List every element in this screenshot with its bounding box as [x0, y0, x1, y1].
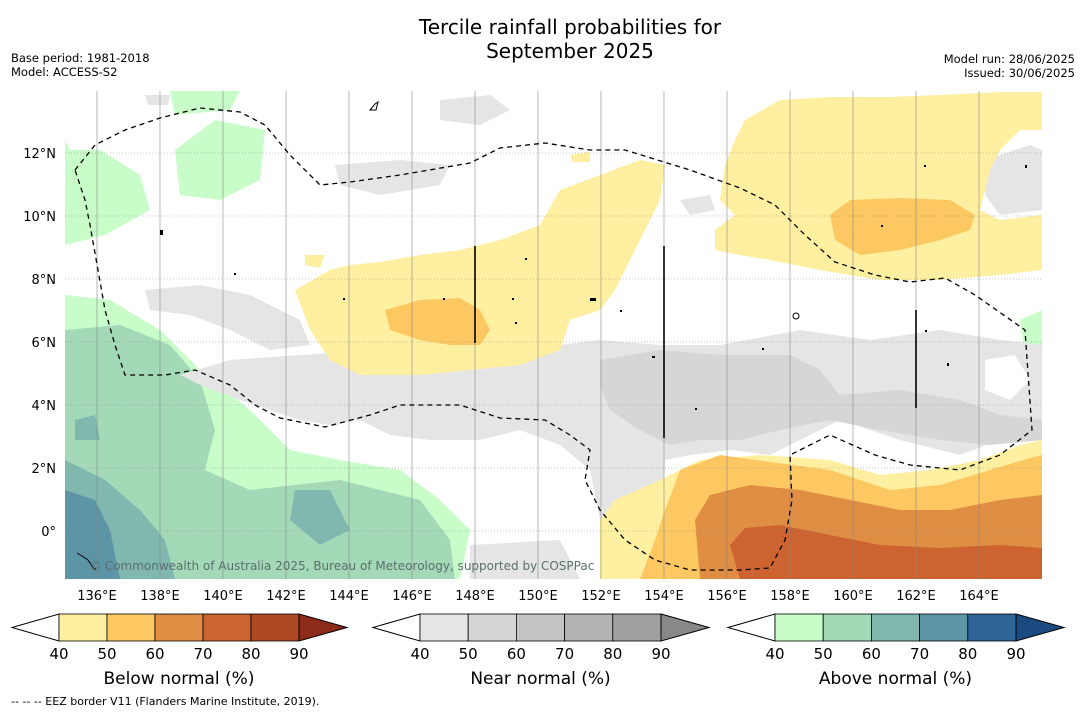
colorbar-tick: 50	[814, 645, 833, 663]
islands	[160, 165, 1027, 410]
probability-field: © Commonwealth of Australia 2025, Bureau…	[65, 91, 1042, 579]
colorbars: 40 50 60 70 80 90 Below normal (%) 40 50 60 70 80 90…	[10, 613, 1066, 689]
colorbar-tick: 80	[603, 645, 622, 663]
lon-label: 160°E	[833, 589, 873, 604]
lon-label: 142°E	[266, 589, 306, 604]
colorbar-segment	[419, 613, 469, 642]
lon-label: 162°E	[896, 589, 936, 604]
above-normal-60-region	[65, 415, 350, 579]
lat-label: 4°N	[32, 399, 57, 414]
colorbar-tick: 80	[241, 645, 260, 663]
colorbar-segment	[967, 613, 1017, 642]
colorbar-tick: 40	[410, 645, 429, 663]
colorbar-tick: 50	[97, 645, 116, 663]
lat-label: 10°N	[23, 210, 56, 225]
latitude-labels: 12°N 10°N 8°N 6°N 4°N 2°N 0°	[23, 147, 56, 540]
lat-label: 12°N	[23, 147, 56, 162]
island-outline-pohnpei	[792, 312, 800, 320]
below-normal-70-southeast	[730, 525, 1042, 579]
lon-label: 164°E	[959, 589, 999, 604]
title-line-2: September 2025	[486, 39, 654, 63]
colorbar-segment	[250, 613, 300, 642]
run-info: Model run: 28/06/2025 Issued: 30/06/2025	[944, 52, 1075, 80]
colorbar-tick: 50	[459, 645, 478, 663]
colorbar-tick: 80	[958, 645, 977, 663]
colorbar-high-arrow	[660, 613, 711, 642]
colorbar-high-arrow	[1015, 613, 1066, 642]
longitude-labels: 136°E 138°E 140°E 142°E 144°E 146°E 148°E 150°E…	[77, 589, 999, 604]
colorbar-segment	[871, 613, 921, 642]
near-normal-50-region	[600, 350, 1042, 445]
lon-label: 154°E	[644, 589, 684, 604]
lon-label: 158°E	[770, 589, 810, 604]
lon-label: 148°E	[455, 589, 495, 604]
title-line-1: Tercile rainfall probabilities for	[418, 15, 722, 39]
map-title: Tercile rainfall probabilities for Septe…	[0, 15, 1085, 63]
lon-label: 144°E	[329, 589, 369, 604]
lat-label: 0°	[41, 525, 56, 540]
colorbar-high-arrow	[298, 613, 349, 642]
issued-date: Issued: 30/06/2025	[964, 66, 1075, 80]
colorbar-tick: 90	[289, 645, 308, 663]
below-normal-50-central	[385, 298, 490, 345]
eez-border	[74, 107, 1033, 571]
lon-label: 140°E	[203, 589, 243, 604]
colorbar-segment	[154, 613, 204, 642]
colorbar-segment	[202, 613, 252, 642]
colorbar-segment	[919, 613, 969, 642]
lat-label: 2°N	[32, 462, 57, 477]
colorbar-segment	[106, 613, 156, 642]
colorbar-segment	[516, 613, 566, 642]
colorbar-3: 40 50 60 70 80 90 Above normal (%)	[726, 613, 1066, 689]
base-period: Base period: 1981-2018	[11, 51, 150, 65]
lon-label: 152°E	[581, 589, 621, 604]
lon-label: 138°E	[140, 589, 180, 604]
model-name: Model: ACCESS-S2	[11, 65, 118, 79]
colorbar-tick: 70	[193, 645, 212, 663]
colorbar-tick: 60	[862, 645, 881, 663]
copyright-text: © Commonwealth of Australia 2025, Bureau…	[89, 559, 594, 573]
colorbar-tick: 70	[910, 645, 929, 663]
colorbar-label: Near normal (%)	[470, 669, 610, 689]
colorbar-segment	[612, 613, 662, 642]
colorbar-segment	[58, 613, 108, 642]
colorbar-segment	[822, 613, 872, 642]
colorbar-1: 40 50 60 70 80 90 Below normal (%)	[10, 613, 349, 689]
above-normal-40-north	[170, 91, 240, 115]
colorbar-low-arrow	[10, 613, 60, 642]
colorbar-label: Above normal (%)	[819, 669, 972, 689]
lon-label: 150°E	[518, 589, 558, 604]
colorbar-tick: 90	[651, 645, 670, 663]
colorbar-tick: 70	[555, 645, 574, 663]
island-outline-palau	[76, 552, 97, 571]
colorbar-low-arrow	[371, 613, 421, 642]
colorbar-2: 40 50 60 70 80 90 Near normal (%)	[371, 613, 711, 689]
lon-label: 146°E	[392, 589, 432, 604]
lat-label: 8°N	[32, 273, 57, 288]
colorbar-tick: 40	[765, 645, 784, 663]
no-signal-east	[985, 355, 1030, 400]
lon-label: 156°E	[707, 589, 747, 604]
above-normal-50-region	[65, 325, 455, 579]
model-run: Model run: 28/06/2025	[943, 52, 1075, 66]
below-normal-50-northeast	[830, 198, 975, 255]
colorbar-tick: 90	[1006, 645, 1025, 663]
above-normal-70-region	[65, 490, 120, 579]
colorbar-tick: 40	[49, 645, 68, 663]
near-normal-40-region	[145, 95, 1042, 579]
island-chain-lines	[474, 246, 917, 438]
base-info: Base period: 1981-2018 Model: ACCESS-S2	[11, 51, 150, 79]
lat-label: 6°N	[32, 336, 57, 351]
colorbar-label: Below normal (%)	[104, 669, 255, 689]
eez-footnote: -- -- -- EEZ border V11 (Flanders Marine…	[11, 695, 320, 708]
colorbar-segment	[774, 613, 824, 642]
island-outline-north	[368, 100, 379, 111]
colorbar-segment	[467, 613, 517, 642]
lon-label: 136°E	[77, 589, 117, 604]
colorbar-segment	[564, 613, 614, 642]
colorbar-low-arrow	[726, 613, 776, 642]
colorbar-tick: 60	[145, 645, 164, 663]
colorbar-tick: 60	[507, 645, 526, 663]
